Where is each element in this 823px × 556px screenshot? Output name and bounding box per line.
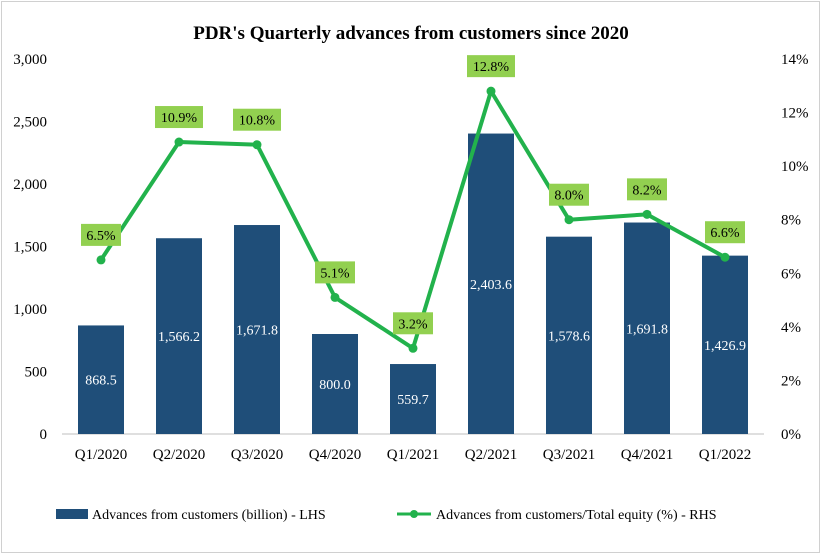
legend-line-label: Advances from customers/Total equity (%)… [436,508,717,523]
point-label-box [315,261,355,284]
point-label-box [705,221,745,244]
right-axis-tick-label: 10% [781,159,809,175]
line-point [720,252,730,262]
point-label-box [155,106,203,129]
line-point [330,292,340,302]
bar [468,133,514,435]
bar-labels: 868.5 1,566.2 1,671.8 800.0 559.7 2,403.6 1,57… [85,278,746,408]
line-point [96,255,106,265]
left-axis-tick-label: 1,000 [13,302,47,318]
bar-data-label: 800.0 [319,378,351,393]
left-axis: 0 500 1,000 1,500 2,000 2,500 3,000 [13,52,47,443]
point-data-label: 5.1% [320,266,350,281]
point-data-label: 10.8% [239,114,276,129]
category-labels: Q1/2020 Q2/2020 Q3/2020 Q4/2020 Q1/2021 Q2/20… [75,447,752,463]
point-data-label: 12.8% [473,60,510,75]
category-label: Q2/2021 [465,447,518,463]
left-axis-tick-label: 2,000 [13,177,47,193]
category-label: Q2/2020 [153,447,206,463]
point-data-label: 8.2% [632,183,662,198]
bar [624,222,670,434]
point-data-label: 6.6% [710,226,740,241]
category-label: Q1/2021 [387,447,440,463]
left-axis-tick-label: 1,500 [13,240,47,256]
bar-data-label: 1,578.6 [548,329,590,344]
right-axis: 0% 2% 4% 6% 8% 10% 12% 14% [781,52,809,443]
right-axis-tick-label: 4% [781,320,801,336]
right-axis-tick-label: 6% [781,266,801,282]
right-axis-tick-label: 14% [781,52,809,68]
category-label: Q4/2021 [621,447,674,463]
bar-series [78,133,748,435]
bar [312,334,358,434]
bar-data-label: 2,403.6 [470,278,512,293]
point-label-box [81,223,121,246]
right-axis-tick-label: 2% [781,373,801,389]
legend-bar-swatch [56,509,88,519]
right-axis-tick-label: 12% [781,106,809,122]
point-label-box [627,178,667,201]
point-data-label: 3.2% [398,317,428,332]
left-axis-tick-label: 3,000 [13,52,47,68]
line-point [174,137,184,147]
bar-data-label: 1,566.2 [158,330,200,345]
legend-line-marker [410,510,418,518]
category-label: Q3/2021 [543,447,596,463]
category-label: Q1/2020 [75,447,128,463]
bar-data-label: 1,671.8 [236,324,278,339]
category-label: Q3/2020 [231,447,284,463]
line-point [564,215,574,225]
category-label: Q4/2020 [309,447,362,463]
left-axis-tick-label: 2,500 [13,115,47,131]
bar [546,236,592,434]
right-axis-tick-label: 0% [781,427,801,443]
bar-data-label: 868.5 [85,374,117,389]
bar-data-label: 1,426.9 [704,339,746,354]
line-point [486,86,496,96]
point-label-box [549,183,589,206]
line-point [252,140,262,150]
point-data-label: 10.9% [161,111,198,126]
line-series [96,86,730,353]
point-label-box [233,108,281,131]
line-point [642,209,652,219]
point-labels: 6.5% 10.9% 10.8% 5.1% 3.2% 12.8% 8.0% 8.2% 6.6% [81,55,745,335]
legend: Advances from customers (billion) - LHS … [56,508,717,523]
bar [702,255,748,434]
left-axis-tick-label: 0 [40,427,48,443]
left-axis-tick-label: 500 [25,365,48,381]
bar [78,325,124,434]
point-data-label: 8.0% [554,189,584,204]
bar [234,225,280,434]
point-label-box [393,312,433,335]
bar [390,364,436,434]
chart-title: PDR's Quarterly advances from customers … [193,23,629,44]
bar-data-label: 559.7 [397,393,429,408]
bar-data-label: 1,691.8 [626,322,668,337]
line-point [408,343,418,353]
legend-bar-label: Advances from customers (billion) - LHS [92,508,326,523]
category-label: Q1/2022 [699,447,752,463]
bar [156,238,202,434]
point-data-label: 6.5% [86,229,116,244]
right-axis-tick-label: 8% [781,213,801,229]
point-label-box [467,55,515,78]
